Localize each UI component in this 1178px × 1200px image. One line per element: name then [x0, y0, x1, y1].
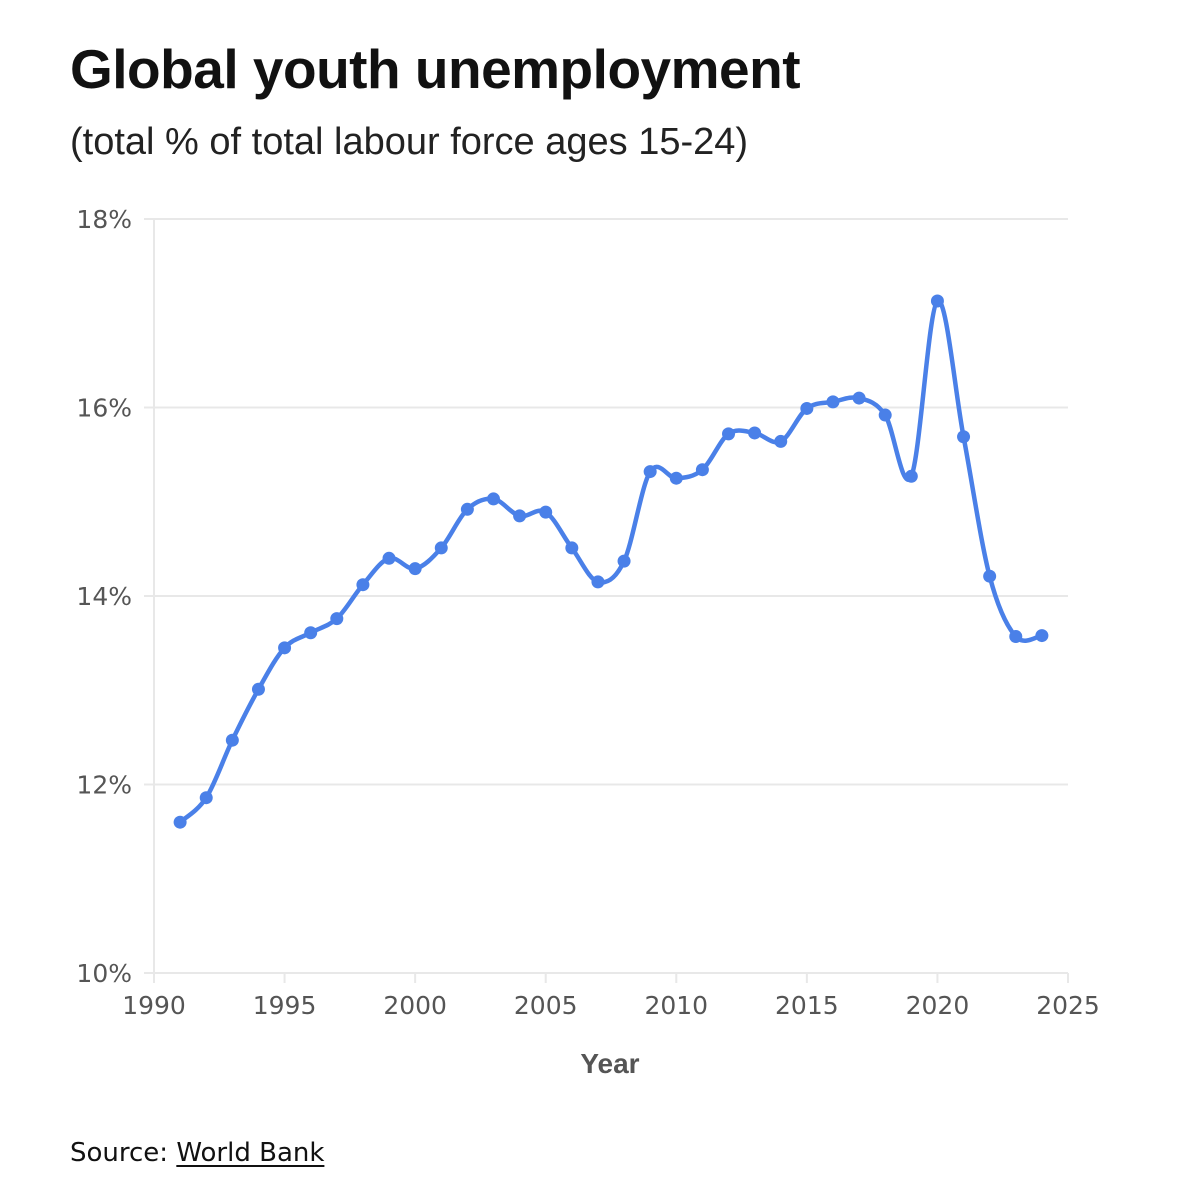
chart-title: Global youth unemployment [70, 38, 801, 100]
line-chart: 10% 12% 14% 16% 18% 1990 1995 2000 2005 2010 2015 2… [76, 205, 1099, 1079]
x-tick-label: 2000 [383, 991, 447, 1020]
y-tick-label: 10% [76, 959, 132, 988]
data-point [930, 294, 944, 308]
data-point [748, 426, 762, 440]
x-tick-label: 2015 [775, 991, 839, 1020]
data-point [591, 575, 605, 589]
data-point [957, 430, 971, 444]
data-point [1035, 629, 1049, 643]
series-line [177, 298, 1045, 825]
data-point [173, 815, 187, 829]
chart-subtitle: (total % of total labour force ages 15-2… [70, 121, 749, 163]
data-point [669, 471, 683, 485]
data-point [826, 395, 840, 409]
data-point [904, 469, 918, 483]
source-label: Source: [70, 1138, 169, 1168]
data-point [852, 391, 866, 405]
y-tick-label: 12% [76, 771, 132, 800]
data-point [800, 401, 814, 415]
y-tick-label: 18% [76, 205, 132, 234]
x-tick-label: 2020 [906, 991, 970, 1020]
data-point [408, 562, 422, 576]
tick-labels: 10% 12% 14% 16% 18% 1990 1995 2000 2005 2010 2015 2… [76, 205, 1099, 1020]
source-link[interactable]: World Bank [176, 1138, 325, 1168]
x-tick-label: 2010 [644, 991, 708, 1020]
x-axis-title: Year [580, 1048, 639, 1079]
data-point [539, 505, 553, 519]
data-point [330, 612, 344, 626]
source-note: Source: World Bank [70, 1136, 324, 1170]
data-point [199, 791, 213, 805]
data-point [356, 578, 370, 592]
data-point [565, 541, 579, 555]
x-tick-label: 1990 [122, 991, 186, 1020]
data-point [695, 463, 709, 477]
gridlines [144, 218, 1068, 974]
data-point [722, 427, 736, 441]
x-tick-label: 2025 [1036, 991, 1100, 1020]
data-point [304, 626, 318, 640]
data-point [878, 408, 892, 422]
data-point [774, 434, 788, 448]
data-point [486, 492, 500, 506]
series-line-layer [177, 298, 1045, 825]
data-point [434, 541, 448, 555]
y-tick-label: 14% [76, 582, 132, 611]
data-point [460, 502, 474, 516]
data-point [382, 551, 396, 565]
data-point [225, 733, 239, 747]
y-tick-label: 16% [76, 394, 132, 423]
x-tick-label: 1995 [253, 991, 317, 1020]
x-tick-label: 2005 [514, 991, 578, 1020]
data-point [617, 554, 631, 568]
data-points [173, 294, 1049, 829]
data-point [251, 682, 265, 696]
data-point [643, 465, 657, 479]
axes [153, 219, 1069, 983]
data-point [1009, 630, 1023, 644]
data-point [513, 509, 527, 523]
data-point [278, 641, 292, 655]
data-point [983, 569, 997, 583]
